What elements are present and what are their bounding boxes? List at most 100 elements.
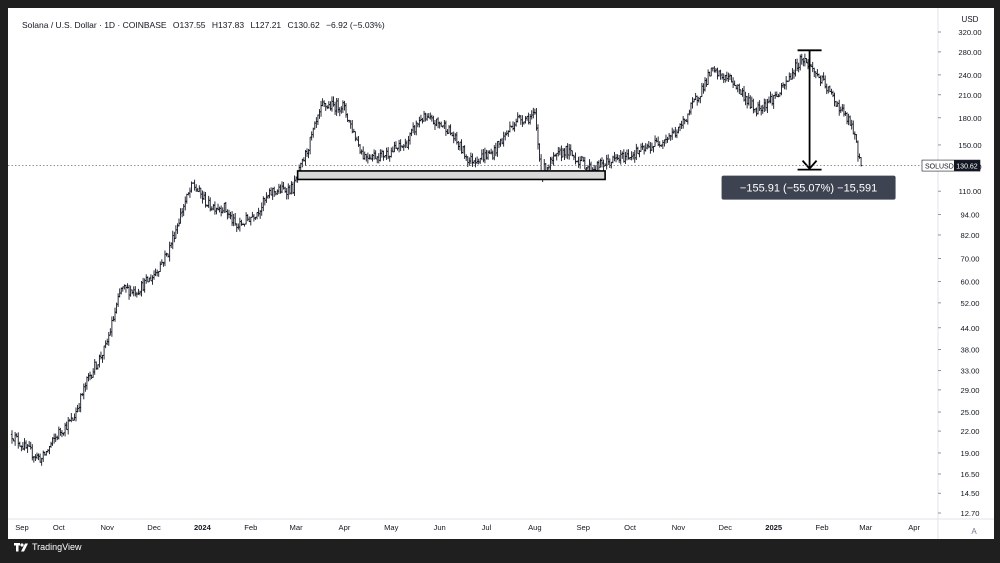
ohlc-bar <box>618 155 621 163</box>
ohlc-bar <box>85 376 89 390</box>
ohlc-bar <box>705 78 708 87</box>
ohlc-bar <box>452 131 455 144</box>
price-tick-label: 280.00 <box>958 48 981 57</box>
ohlc-bar <box>352 128 355 133</box>
ohlc-bar <box>569 144 572 156</box>
ohlc-bar <box>811 61 814 73</box>
price-tick-label: 25.00 <box>960 408 979 417</box>
ohlc-bar <box>113 307 117 322</box>
ohlc-bar <box>827 86 830 94</box>
ohlc-bar <box>635 143 638 160</box>
ohlc-bar <box>277 183 280 194</box>
ohlc-bar <box>663 139 666 147</box>
ohlc-bar <box>87 373 90 382</box>
ohlc-bar <box>772 94 775 109</box>
ohlc-bar <box>766 98 769 113</box>
ohlc-bar <box>838 99 841 116</box>
ohlc-bar <box>107 331 110 346</box>
ohlc-bar <box>633 150 636 163</box>
price-chart[interactable]: −155.91 (−55.07%) −15,591 USD 320.00 280.0… <box>8 8 994 539</box>
ohlc-bar <box>276 189 279 195</box>
ohlc-bar <box>315 117 318 129</box>
ohlc-bar <box>218 206 221 213</box>
auto-scale-button[interactable]: A <box>971 527 977 536</box>
ohlc-bar <box>99 351 103 360</box>
time-axis[interactable]: Sep Oct Nov Dec 2024 Feb Mar Apr May Jun Jul Aug Sep… <box>15 523 920 532</box>
ohlc-bar <box>221 207 224 214</box>
ohlc-bar <box>856 140 860 162</box>
ohlc-bar <box>805 58 808 64</box>
ohlc-bar <box>199 187 202 199</box>
ohlc-bar <box>166 253 170 258</box>
ohlc-bar <box>819 75 822 86</box>
ohlc-bar <box>260 202 263 216</box>
ohlc-bar <box>379 149 382 162</box>
price-axis[interactable]: USD 320.00 280.00 240.00 210.00 180.00 150.00 1… <box>8 15 982 536</box>
support-zone-rect[interactable] <box>296 170 606 181</box>
ohlc-bar <box>181 208 184 218</box>
ohlc-bar <box>842 104 846 117</box>
ohlc-bar <box>641 142 644 150</box>
ohlc-bar <box>594 165 597 172</box>
ohlc-bar <box>721 73 724 80</box>
time-tick-label: 2024 <box>194 523 212 532</box>
ohlc-bar <box>201 190 204 204</box>
ohlc-bar <box>644 143 647 152</box>
time-tick-label: Dec <box>147 523 161 532</box>
ohlc-bar <box>249 216 252 226</box>
ohlc-bar <box>803 53 806 67</box>
ohlc-bar <box>691 97 694 109</box>
ohlc-bar <box>132 286 135 297</box>
ohlc-bar <box>237 223 240 230</box>
ohlc-bar <box>179 208 182 224</box>
ohlc-bar <box>351 120 354 134</box>
ohlc-bar <box>457 141 460 151</box>
ohlc-bar <box>173 231 176 243</box>
ohlc-bar <box>73 413 76 421</box>
chart-panel[interactable]: −155.91 (−55.07%) −15,591 USD 320.00 280.0… <box>8 8 994 539</box>
ohlc-bar <box>35 452 39 460</box>
ohlc-bar <box>82 383 85 400</box>
ohlc-bar <box>738 83 741 95</box>
ohlc-bar <box>616 154 619 161</box>
ohlc-bar <box>413 125 416 136</box>
ohlc-bar <box>287 183 290 200</box>
ohlc-bar <box>110 316 113 337</box>
ohlc-bar <box>393 141 396 153</box>
tradingview-logo[interactable]: TradingView <box>14 542 82 552</box>
ohlc-bar <box>46 449 49 453</box>
ohlc-bar <box>536 124 540 150</box>
ohlc-bar <box>624 151 627 165</box>
measure-tool[interactable]: −155.91 (−55.07%) −15,591 <box>721 49 896 200</box>
ohlc-bar <box>619 149 622 165</box>
ohlc-bar <box>699 96 702 104</box>
ohlc-bar <box>163 250 167 267</box>
ohlc-bar <box>625 149 629 161</box>
ohlc-bar <box>524 116 527 124</box>
ohlc-bar <box>213 201 217 215</box>
ohlc-bar <box>777 93 780 98</box>
support-zone[interactable] <box>296 170 606 181</box>
ohlc-bar <box>529 114 532 125</box>
ohlc-bar <box>280 181 284 194</box>
ohlc-bar <box>845 112 849 125</box>
ohlc-bar <box>142 277 145 292</box>
ohlc-bar <box>137 288 140 296</box>
ohlc-bar <box>160 259 163 265</box>
ohlc-bar <box>88 371 92 381</box>
measure-arrow-head <box>801 160 818 171</box>
ohlc-bar <box>416 122 419 128</box>
ohlc-bar <box>792 69 796 79</box>
ohlc-bar <box>145 274 148 284</box>
ohlc-bar <box>195 184 198 192</box>
tradingview-label: TradingView <box>32 542 82 552</box>
ohlc-bar <box>780 83 783 96</box>
ohlc-bar <box>373 149 376 160</box>
ohlc-bar <box>198 185 201 193</box>
ohlc-bar <box>360 149 363 155</box>
ohlc-bar <box>710 67 713 77</box>
price-tick-label: 240.00 <box>958 71 981 80</box>
ohlc-bar <box>291 181 295 195</box>
ohlc-bar <box>555 152 558 161</box>
ohlc-bar <box>127 284 131 300</box>
